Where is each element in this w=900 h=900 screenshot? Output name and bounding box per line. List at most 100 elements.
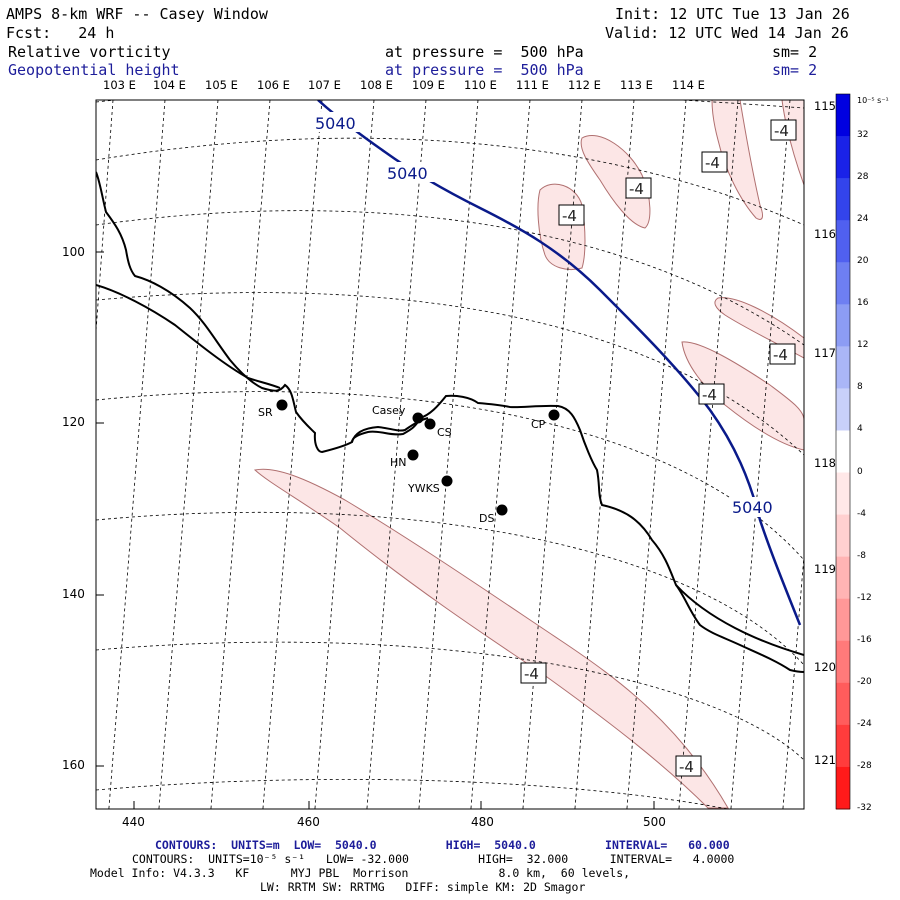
colorbar-tick-label: 4	[857, 424, 863, 435]
height-label: 5040	[315, 114, 356, 133]
height-contour-5040	[317, 100, 802, 626]
station-label-hn: HN	[390, 456, 407, 469]
field1-level: at pressure = 500 hPa	[385, 43, 584, 61]
colorbar-outline	[835, 93, 851, 810]
vorticity-label: -4	[562, 207, 577, 225]
meridian-line	[626, 100, 687, 809]
init-time: Init: 12 UTC Tue 13 Jan 26	[615, 5, 850, 23]
parallel-line	[96, 100, 804, 109]
meridian-line	[470, 100, 531, 809]
field2-smoothing: sm= 2	[772, 61, 818, 79]
vorticity-area	[714, 297, 804, 359]
colorbar-tick-label: -12	[857, 592, 872, 603]
colorbar-swatch	[836, 178, 850, 221]
colorbar-tick-label: -32	[857, 803, 872, 813]
height-contour-labels: 5040 5040 5040	[313, 112, 782, 517]
station-dot-hn	[407, 449, 419, 461]
colorbar-swatch	[836, 220, 850, 263]
colorbar-tick-label: 8	[857, 382, 863, 393]
longitude-label: 109 E	[412, 78, 445, 92]
colorbar-swatch	[836, 724, 850, 768]
longitude-label: 107 E	[308, 78, 341, 92]
vorticity-areas	[253, 100, 804, 809]
colorbar-unit: 10⁻⁵ s⁻¹	[857, 96, 889, 105]
vorticity-area	[253, 468, 729, 809]
model-physics-info: LW: RRTM SW: RRTMG DIFF: simple KM: 2D S…	[260, 880, 586, 894]
colorbar-swatch	[836, 766, 850, 810]
parallel-line	[96, 641, 804, 761]
vorticity-label: -4	[705, 154, 720, 172]
field1-name: Relative vorticity	[8, 43, 171, 61]
vorticity-area	[711, 100, 764, 220]
meridian-line	[108, 100, 166, 809]
x-tick-label: 480	[471, 815, 494, 829]
meridian-line	[210, 100, 271, 809]
vorticity-label: -4	[774, 122, 789, 140]
parallel-line	[96, 511, 804, 666]
station-dot-sr	[276, 399, 288, 411]
vorticity-area	[580, 135, 651, 229]
colorbar-swatch	[836, 136, 850, 179]
colorbar-swatch	[836, 514, 850, 558]
colorbar-swatch	[836, 388, 850, 431]
y-tick-label: 120	[62, 415, 85, 429]
coastline	[96, 171, 804, 673]
colorbar	[835, 93, 851, 810]
valid-time: Valid: 12 UTC Wed 14 Jan 26	[605, 24, 849, 42]
longitude-label: 110 E	[464, 78, 497, 92]
colorbar-swatch	[836, 598, 850, 642]
colorbar-swatch	[836, 682, 850, 726]
x-tick-label: 440	[122, 815, 145, 829]
colorbar-tick-label: -16	[857, 634, 872, 645]
longitude-label: 105 E	[205, 78, 238, 92]
latlon-grid	[96, 100, 804, 809]
x-tick-label: 500	[643, 815, 666, 829]
inland-ice-edge	[96, 284, 281, 389]
y-tick-label: 140	[62, 587, 85, 601]
parallel-line	[96, 778, 730, 809]
plot-title: AMPS 8-km WRF -- Casey Window	[6, 5, 268, 23]
longitude-label: 113 E	[620, 78, 653, 92]
station-dot-casey	[412, 412, 424, 424]
contours-height-info: CONTOURS: UNITS=m LOW= 5040.0 HIGH= 5040…	[155, 838, 730, 852]
forecast-hour: Fcst: 24 h	[6, 24, 115, 42]
model-info: Model Info: V4.3.3 KF MYJ PBL Morrison 8…	[90, 866, 631, 880]
plot-frame	[95, 99, 805, 810]
meridian-line	[418, 100, 479, 809]
coastline-east	[675, 584, 804, 656]
station-label-cs: CS	[437, 426, 452, 439]
colorbar-tick-label: 20	[857, 256, 869, 267]
colorbar-tick-label: 12	[857, 340, 869, 351]
station-markers	[276, 399, 560, 516]
colorbar-swatch	[836, 640, 850, 684]
station-label-ywks: YWKS	[408, 482, 440, 495]
station-label-casey: Casey	[372, 404, 406, 417]
longitude-label: 112 E	[568, 78, 601, 92]
colorbar-swatch	[836, 472, 850, 516]
station-label-sr: SR	[258, 406, 273, 419]
vorticity-label: -4	[629, 180, 644, 198]
station-dot-ywks	[441, 475, 453, 487]
vorticity-area	[781, 100, 804, 186]
colorbar-tick-label: 24	[857, 214, 869, 225]
station-dot-cs	[424, 418, 436, 430]
station-dot-ds	[496, 504, 508, 516]
colorbar-tick-label: -28	[857, 760, 872, 771]
meridian-line	[262, 100, 323, 809]
longitude-label: 103 E	[103, 78, 136, 92]
colorbar-swatch	[836, 304, 850, 347]
y-tick-label: 100	[62, 245, 85, 259]
field2-level: at pressure = 500 hPa	[385, 61, 584, 79]
longitude-label: 106 E	[257, 78, 290, 92]
colorbar-swatch	[836, 262, 850, 305]
vorticity-label: -4	[524, 665, 539, 683]
parallel-line	[96, 137, 804, 226]
colorbar-swatch	[836, 94, 850, 137]
height-label: 5040	[732, 498, 773, 517]
longitude-label: 111 E	[516, 78, 549, 92]
y-tick-label: 160	[62, 758, 85, 772]
height-label: 5040	[387, 164, 428, 183]
station-label-ds: DS	[479, 512, 495, 525]
x-tick-label: 460	[297, 815, 320, 829]
colorbar-tick-label: 16	[857, 298, 869, 309]
